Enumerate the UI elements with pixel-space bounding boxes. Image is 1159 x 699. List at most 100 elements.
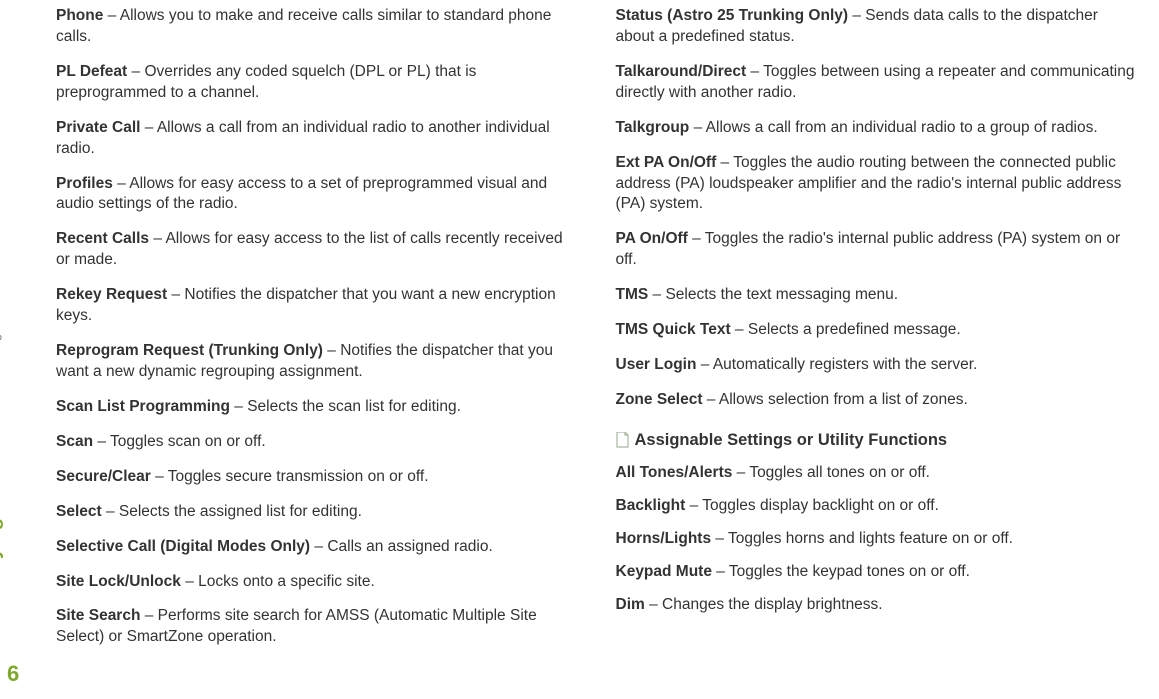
definition-entry: Selective Call (Digital Modes Only) – Ca… [56, 537, 576, 558]
term: Scan [56, 433, 93, 450]
section-label-text: Identifying Radio Controls [0, 369, 4, 619]
definition-entry: Dim – Changes the display brightness. [616, 595, 1136, 616]
description: Toggles display backlight on or off. [702, 497, 939, 514]
dash-separator: – [712, 563, 729, 580]
dash-separator: – [648, 286, 665, 303]
dash-separator: – [93, 433, 110, 450]
dash-separator: – [689, 119, 705, 136]
definition-entry: Talkgroup – Allows a call from an indivi… [616, 118, 1136, 139]
definition-entry: PL Defeat – Overrides any coded squelch … [56, 62, 576, 104]
term: Rekey Request [56, 286, 167, 303]
definition-entry: PA On/Off – Toggles the radio's internal… [616, 229, 1136, 271]
content-columns: Phone – Allows you to make and receive c… [56, 6, 1135, 689]
definition-entry: Zone Select – Allows selection from a li… [616, 390, 1136, 411]
definition-entry: Site Search – Performs site search for A… [56, 606, 576, 648]
section-title: Assignable Settings or Utility Functions [635, 429, 948, 451]
term: Phone [56, 7, 103, 24]
dash-separator: – [323, 342, 340, 359]
document-icon [616, 432, 629, 448]
term: Select [56, 503, 102, 520]
term: Site Lock/Unlock [56, 573, 181, 590]
definition-entry: Ext PA On/Off – Toggles the audio routin… [616, 153, 1136, 216]
description: Toggles all tones on or off. [749, 464, 930, 481]
term: Secure/Clear [56, 468, 151, 485]
term: All Tones/Alerts [616, 464, 733, 481]
definition-entry: Site Lock/Unlock – Locks onto a specific… [56, 572, 576, 593]
description: Toggles secure transmission on or off. [168, 468, 429, 485]
term: Talkaround/Direct [616, 63, 747, 80]
description: Locks onto a specific site. [198, 573, 375, 590]
definition-entry: TMS Quick Text – Selects a predefined me… [616, 320, 1136, 341]
dash-separator: – [149, 230, 165, 247]
definition-entry: TMS – Selects the text messaging menu. [616, 285, 1136, 306]
dash-separator: – [716, 154, 733, 171]
dash-separator: – [703, 391, 719, 408]
dash-separator: – [696, 356, 712, 373]
dash-separator: – [167, 286, 184, 303]
term: Scan List Programming [56, 398, 230, 415]
definition-entry: Profiles – Allows for easy access to a s… [56, 174, 576, 216]
description: Selects the assigned list for editing. [119, 503, 362, 520]
term: Backlight [616, 497, 686, 514]
definition-entry: Private Call – Allows a call from an ind… [56, 118, 576, 160]
dash-separator: – [151, 468, 168, 485]
term: Zone Select [616, 391, 703, 408]
term: Reprogram Request (Trunking Only) [56, 342, 323, 359]
left-column: Phone – Allows you to make and receive c… [56, 6, 576, 689]
definition-entry: User Login – Automatically registers wit… [616, 355, 1136, 376]
language-label: English [0, 316, 2, 355]
dash-separator: – [181, 573, 198, 590]
dash-separator: – [685, 497, 702, 514]
definition-entry: Rekey Request – Notifies the dispatcher … [56, 285, 576, 327]
term: Dim [616, 596, 645, 613]
definition-entry: Phone – Allows you to make and receive c… [56, 6, 576, 48]
dash-separator: – [230, 398, 247, 415]
definition-entry: Secure/Clear – Toggles secure transmissi… [56, 467, 576, 488]
dash-separator: – [731, 321, 748, 338]
description: Allows a call from an individual radio t… [706, 119, 1098, 136]
description: Toggles horns and lights feature on or o… [728, 530, 1013, 547]
side-margin: Identifying Radio Controls English 6 [0, 0, 40, 699]
definition-entry: Backlight – Toggles display backlight on… [616, 496, 1136, 517]
definition-entry: Talkaround/Direct – Toggles between usin… [616, 62, 1136, 104]
term: Site Search [56, 607, 140, 624]
definition-entry: Status (Astro 25 Trunking Only) – Sends … [616, 6, 1136, 48]
description: Changes the display brightness. [662, 596, 883, 613]
description: Allows for easy access to a set of prepr… [56, 175, 547, 213]
term: Private Call [56, 119, 140, 136]
description: Selects the text messaging menu. [665, 286, 898, 303]
dash-separator: – [140, 119, 156, 136]
term: User Login [616, 356, 697, 373]
definition-entry: Recent Calls – Allows for easy access to… [56, 229, 576, 271]
definition-entry: Select – Selects the assigned list for e… [56, 502, 576, 523]
dash-separator: – [127, 63, 144, 80]
definition-entry: Keypad Mute – Toggles the keypad tones o… [616, 562, 1136, 583]
dash-separator: – [103, 7, 119, 24]
dash-separator: – [746, 63, 763, 80]
term: Status (Astro 25 Trunking Only) [616, 7, 849, 24]
page-number: 6 [7, 661, 19, 687]
dash-separator: – [848, 7, 865, 24]
term: Talkgroup [616, 119, 690, 136]
term: Selective Call (Digital Modes Only) [56, 538, 310, 555]
description: Selects a predefined message. [748, 321, 961, 338]
dash-separator: – [102, 503, 119, 520]
description: Allows you to make and receive calls sim… [56, 7, 551, 45]
term: Ext PA On/Off [616, 154, 717, 171]
definition-entry: Horns/Lights – Toggles horns and lights … [616, 529, 1136, 550]
definition-entry: Scan List Programming – Selects the scan… [56, 397, 576, 418]
right-column: Status (Astro 25 Trunking Only) – Sends … [616, 6, 1136, 689]
description: Calls an assigned radio. [327, 538, 492, 555]
dash-separator: – [732, 464, 749, 481]
dash-separator: – [711, 530, 728, 547]
definition-entry: All Tones/Alerts – Toggles all tones on … [616, 463, 1136, 484]
term: Profiles [56, 175, 113, 192]
term: Recent Calls [56, 230, 149, 247]
dash-separator: – [645, 596, 662, 613]
term: TMS Quick Text [616, 321, 731, 338]
definition-entry: Scan – Toggles scan on or off. [56, 432, 576, 453]
dash-separator: – [310, 538, 327, 555]
term: PL Defeat [56, 63, 127, 80]
term: Keypad Mute [616, 563, 712, 580]
dash-separator: – [113, 175, 129, 192]
